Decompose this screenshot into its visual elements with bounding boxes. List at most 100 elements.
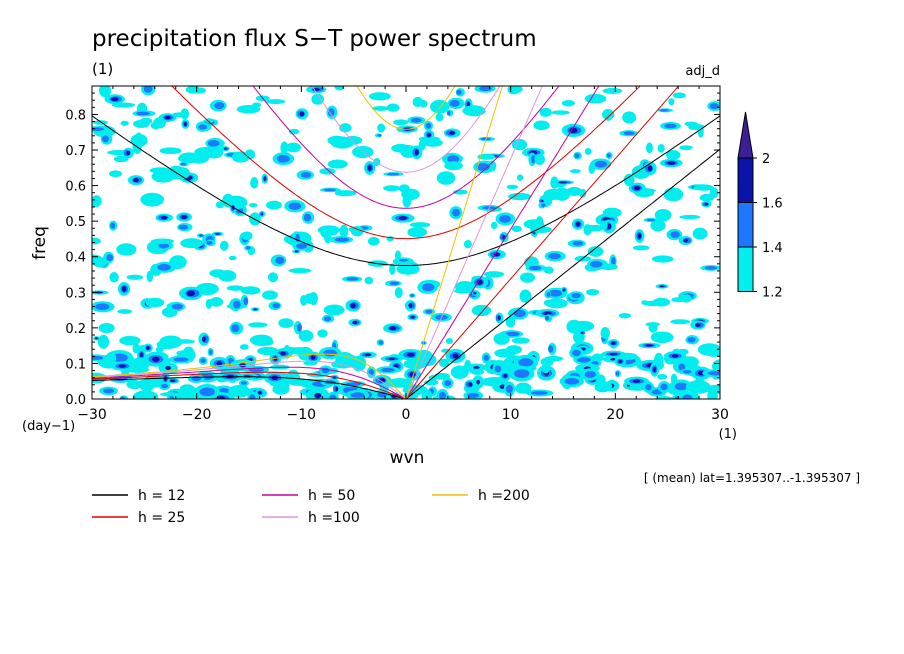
spectrum-blob <box>548 253 561 260</box>
spectrum-blob <box>425 309 433 314</box>
spectrum-blob <box>399 259 409 262</box>
spectrum-blob <box>575 221 581 227</box>
spectrum-blob <box>580 331 584 334</box>
kelvin-curve-h100 <box>405 86 543 399</box>
spectrum-blob <box>303 213 312 222</box>
spectrum-blob <box>300 172 312 178</box>
spectrum-blob <box>278 318 294 328</box>
spectrum-blob <box>159 147 182 155</box>
spectrum-blob <box>609 352 618 356</box>
spectrum-blob <box>178 224 188 230</box>
spectrum-blob <box>679 214 701 220</box>
spectrum-blob <box>323 188 337 192</box>
spectrum-blob <box>410 294 415 297</box>
spectrum-blob <box>314 392 322 399</box>
spectrum-blob <box>339 123 352 133</box>
spectrum-blob <box>180 238 204 249</box>
spectrum-blob <box>110 222 116 229</box>
spectrum-blob <box>387 172 400 176</box>
spectrum-blob <box>120 120 129 126</box>
rossby-curve-h200 <box>92 353 407 399</box>
spectrum-blob <box>272 303 280 309</box>
spectrum-blob <box>498 315 501 321</box>
spectrum-blob <box>93 120 108 125</box>
spectrum-blob <box>158 243 170 249</box>
spectrum-blob <box>146 270 154 283</box>
colorbar-label: 1.2 <box>762 286 783 301</box>
spectrum-blob <box>378 340 384 345</box>
spectrum-blob <box>285 142 301 153</box>
spectrum-blob <box>600 326 610 339</box>
spectrum-blob <box>541 203 546 208</box>
spectrum-blob <box>476 279 483 285</box>
units-label: (1) <box>92 60 113 78</box>
spectrum-blob <box>670 231 680 238</box>
spectrum-blob <box>671 354 679 358</box>
spectrum-blob <box>438 358 450 368</box>
spectrum-blob <box>339 224 349 238</box>
spectrum-blob <box>126 379 143 390</box>
spectrum-blob <box>602 108 615 120</box>
spectrum-blob <box>445 338 453 345</box>
colorbar-extend <box>737 111 754 159</box>
spectrum-blob <box>140 192 164 207</box>
spectrum-blob <box>95 337 98 340</box>
ig-curve-h25 <box>171 86 641 240</box>
spectrum-blob <box>427 132 431 137</box>
spectrum-blob <box>511 138 528 151</box>
spectrum-blob <box>209 297 224 307</box>
spectrum-blob <box>594 160 608 168</box>
spectrum-blob <box>623 131 635 136</box>
spectrum-blob <box>223 147 227 150</box>
spectrum-blob <box>571 292 581 299</box>
spectrum-blob <box>364 353 371 357</box>
spectrum-blob <box>657 373 668 380</box>
spectrum-blob <box>241 231 253 241</box>
spectrum-blob <box>169 255 187 270</box>
spectrum-blob <box>296 323 302 332</box>
spectrum-blob <box>231 151 250 163</box>
rossby-curve-h12 <box>92 376 407 399</box>
spectrum-blob <box>116 243 137 256</box>
spectrum-blob <box>430 99 450 114</box>
spectrum-blob <box>98 322 115 334</box>
spectrum-blob <box>161 383 169 389</box>
spectrum-blob <box>208 349 213 355</box>
kelvin-curve-h12 <box>405 148 720 399</box>
spectrum-blob <box>378 378 386 383</box>
spectrum-blob <box>393 119 409 126</box>
spectrum-blob <box>515 382 532 394</box>
spectrum-blob <box>323 316 332 322</box>
spectrum-blob <box>505 331 520 337</box>
spectrum-blob <box>396 263 420 275</box>
spectrum-blob <box>513 369 530 378</box>
spectrum-blob <box>276 154 290 163</box>
lat-note: [ (mean) lat=1.395307..-1.395307 ] <box>644 471 860 485</box>
spectrum-blob <box>645 384 652 391</box>
legend-label: h =200 <box>478 488 530 504</box>
spectrum-blob <box>589 261 603 268</box>
spectrum-blob <box>634 185 641 191</box>
spectrum-blob <box>321 367 330 374</box>
spectrum-blob <box>130 357 150 372</box>
legend-label: h =100 <box>308 510 360 526</box>
colorbar-label: 1.6 <box>762 197 783 212</box>
spectrum-blob <box>140 117 153 125</box>
spectrum-blob <box>650 219 666 232</box>
spectrum-blob <box>394 250 401 261</box>
spectrum-blob <box>171 303 183 310</box>
x-tick-label: 20 <box>606 407 624 423</box>
spectrum-blob <box>646 218 656 222</box>
spectrum-blob <box>569 169 581 174</box>
spectrum-blob <box>389 326 397 331</box>
spectrum-blob <box>126 274 144 280</box>
spectrum-blob <box>120 396 126 399</box>
spectrum-blob <box>704 266 718 270</box>
spectrum-blob <box>467 392 480 398</box>
spectrum-blob <box>350 303 356 309</box>
spectrum-blob <box>699 193 715 202</box>
spectrum-blob <box>668 98 675 106</box>
y-tick-label: 0.2 <box>65 322 86 337</box>
spectrum-blob <box>106 254 114 261</box>
x-tick-label: 0 <box>402 407 411 423</box>
